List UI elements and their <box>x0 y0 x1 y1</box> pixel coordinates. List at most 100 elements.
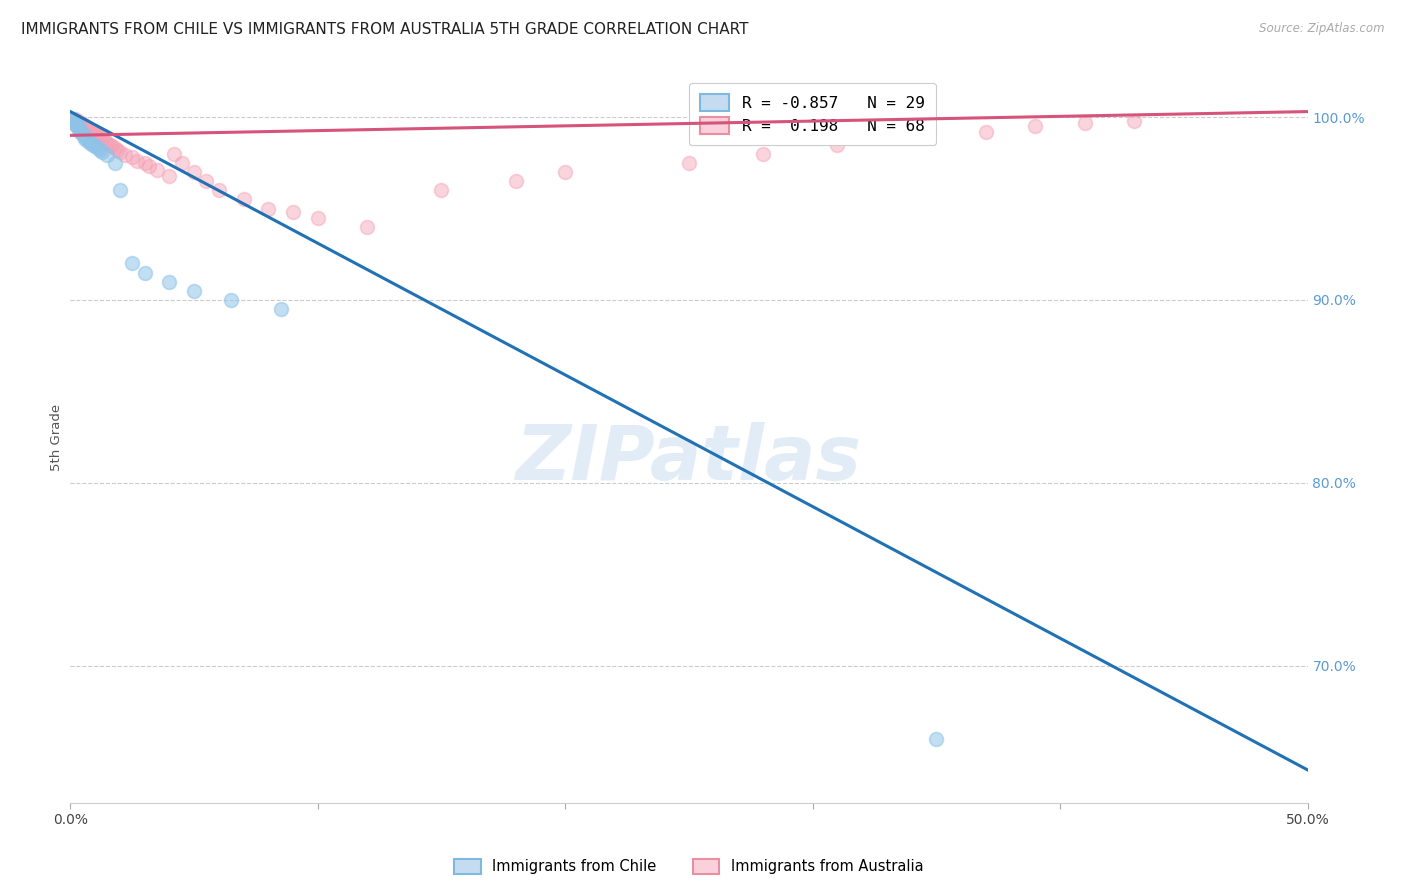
Text: ZIPatlas: ZIPatlas <box>516 422 862 496</box>
Point <box>121 256 143 270</box>
Point <box>82 127 104 141</box>
Point <box>76 125 98 139</box>
Point <box>66 121 89 136</box>
Point <box>89 143 111 157</box>
Point <box>121 150 143 164</box>
Point <box>86 128 108 143</box>
Point <box>98 137 121 152</box>
Point <box>157 169 180 183</box>
Point <box>127 153 149 168</box>
Point <box>752 146 775 161</box>
Point <box>62 112 84 126</box>
Point <box>257 202 280 216</box>
Point <box>75 121 97 136</box>
Point <box>72 127 94 141</box>
Text: Source: ZipAtlas.com: Source: ZipAtlas.com <box>1260 22 1385 36</box>
Point <box>925 731 948 746</box>
Point <box>1074 115 1097 129</box>
Point <box>75 123 97 137</box>
Point <box>1024 119 1046 133</box>
Y-axis label: 5th Grade: 5th Grade <box>51 403 63 471</box>
Point <box>219 293 242 307</box>
Point <box>66 119 89 133</box>
Point <box>170 155 193 169</box>
Point <box>72 117 94 131</box>
Point <box>65 112 87 126</box>
Point <box>146 163 169 178</box>
Point <box>72 119 94 133</box>
Point <box>134 265 156 279</box>
Point <box>84 127 107 141</box>
Point <box>974 125 997 139</box>
Point <box>108 183 131 197</box>
Point <box>1123 113 1146 128</box>
Point <box>65 113 87 128</box>
Point <box>75 119 97 133</box>
Point <box>82 137 104 152</box>
Point <box>89 130 111 145</box>
Point <box>183 165 205 179</box>
Point <box>114 148 136 162</box>
Legend: Immigrants from Chile, Immigrants from Australia: Immigrants from Chile, Immigrants from A… <box>449 853 929 880</box>
Point <box>900 128 922 143</box>
Point <box>66 113 89 128</box>
Point <box>66 119 89 133</box>
Point <box>208 183 231 197</box>
Point <box>69 125 91 139</box>
Point <box>678 155 700 169</box>
Point <box>75 130 97 145</box>
Point <box>96 136 118 150</box>
Point <box>91 145 114 159</box>
Point <box>79 123 101 137</box>
Point <box>84 139 107 153</box>
Point <box>307 211 329 225</box>
Text: IMMIGRANTS FROM CHILE VS IMMIGRANTS FROM AUSTRALIA 5TH GRADE CORRELATION CHART: IMMIGRANTS FROM CHILE VS IMMIGRANTS FROM… <box>21 22 748 37</box>
Point <box>163 146 186 161</box>
Point <box>138 160 160 174</box>
Point <box>82 125 104 139</box>
Point <box>195 174 218 188</box>
Point <box>65 117 87 131</box>
Point <box>66 117 89 131</box>
Point <box>62 115 84 129</box>
Point <box>72 121 94 136</box>
Point <box>75 132 97 146</box>
Point <box>86 141 108 155</box>
Point <box>69 123 91 137</box>
Point <box>157 275 180 289</box>
Point <box>281 205 304 219</box>
Point <box>76 121 98 136</box>
Point <box>96 148 118 162</box>
Point <box>76 134 98 148</box>
Point <box>101 139 124 153</box>
Point <box>76 123 98 137</box>
Point <box>232 192 254 206</box>
Point <box>72 128 94 143</box>
Point <box>69 115 91 129</box>
Point <box>62 112 84 126</box>
Point <box>108 145 131 159</box>
Point <box>94 134 117 148</box>
Point <box>66 115 89 129</box>
Point <box>104 155 127 169</box>
Point <box>65 115 87 129</box>
Point <box>554 165 576 179</box>
Point <box>69 119 91 133</box>
Point <box>79 136 101 150</box>
Point <box>65 117 87 131</box>
Point <box>69 117 91 131</box>
Point <box>65 115 87 129</box>
Point <box>62 113 84 128</box>
Point <box>134 155 156 169</box>
Point <box>79 125 101 139</box>
Legend: R = -0.857   N = 29, R =  0.198   N = 68: R = -0.857 N = 29, R = 0.198 N = 68 <box>689 83 936 145</box>
Point <box>91 132 114 146</box>
Point <box>84 128 107 143</box>
Point <box>104 141 127 155</box>
Point <box>505 174 527 188</box>
Point <box>827 137 849 152</box>
Point <box>430 183 453 197</box>
Point <box>356 219 378 234</box>
Point <box>270 301 292 316</box>
Point <box>86 130 108 145</box>
